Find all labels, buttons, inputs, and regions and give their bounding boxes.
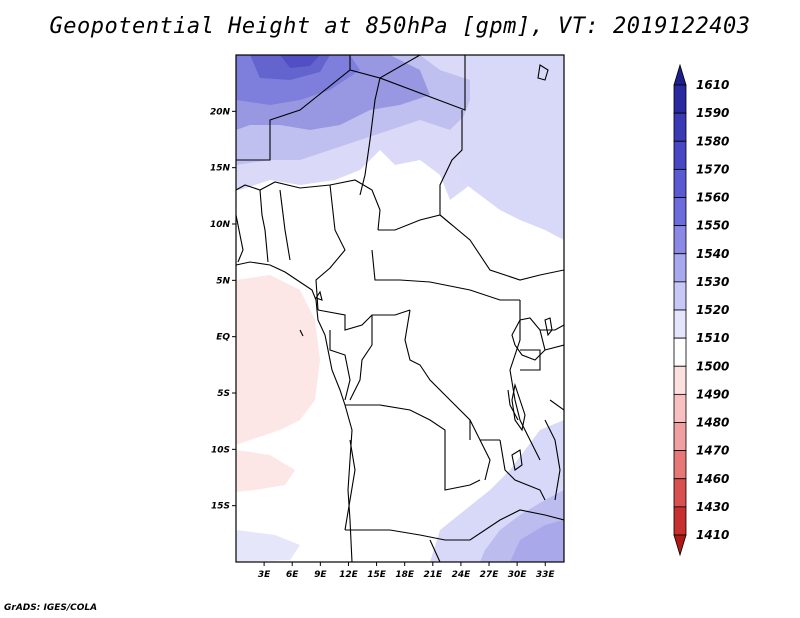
colorbar-label: 1610 — [696, 78, 729, 92]
colorbar-label: 1590 — [696, 106, 729, 120]
colorbar-swatch — [673, 225, 687, 255]
colorbar-label: 1460 — [696, 472, 729, 486]
lon-tick-label: 21E — [423, 570, 443, 580]
colorbar-label: 1520 — [696, 303, 729, 317]
lon-tick-label: 30E — [508, 570, 528, 580]
lon-tick-label: 27E — [480, 570, 500, 580]
lat-tick-label: 5S — [217, 389, 230, 399]
colorbar-label: 1510 — [696, 331, 729, 345]
lat-tick-label: 15S — [211, 502, 230, 512]
colorbar-label: 1470 — [696, 444, 729, 458]
lon-tick-label: 15E — [367, 570, 387, 580]
colorbar-swatch — [673, 534, 687, 557]
lon-tick-label: 9E — [314, 570, 327, 580]
lat-tick-label: 10N — [210, 220, 231, 230]
colorbar-swatch — [673, 253, 687, 283]
colorbar-label: 1570 — [696, 162, 729, 176]
lat-tick-label: 10S — [211, 445, 230, 455]
colorbar-label: 1410 — [696, 528, 729, 542]
colorbar-swatch — [673, 84, 687, 114]
colorbar-swatch — [673, 197, 687, 227]
colorbar-swatch — [673, 393, 687, 423]
colorbar-swatch — [673, 309, 687, 339]
colorbar-label: 1550 — [696, 219, 729, 233]
colorbar-swatch — [673, 506, 687, 536]
map-frame — [235, 54, 565, 563]
colorbar-label: 1580 — [696, 134, 729, 148]
height-field — [236, 55, 564, 562]
page-title: Geopotential Height at 850hPa [gpm], VT:… — [49, 14, 751, 39]
lon-tick-label: 3E — [258, 570, 271, 580]
colorbar-label: 1540 — [696, 247, 729, 261]
colorbar-swatch — [673, 281, 687, 311]
lat-axis: 20N 15N 10N 5N EQ 5S 10S 15S — [210, 107, 236, 512]
colorbar: 1610 1590 1580 1570 1560 1550 1540 1530 1520 1510… — [673, 63, 729, 557]
colorbar-label: 1500 — [696, 359, 729, 373]
lon-tick-label: 33E — [536, 570, 556, 580]
lon-tick-label: 6E — [286, 570, 299, 580]
lon-axis: 3E 6E 9E 12E 15E 18E 21E 24E 27E 30E 33E — [258, 562, 556, 580]
lat-tick-label: EQ — [216, 333, 230, 343]
colorbar-label: 1560 — [696, 191, 729, 205]
colorbar-swatch — [673, 422, 687, 452]
lat-tick-label: 5N — [216, 276, 230, 286]
colorbar-label: 1480 — [696, 416, 729, 430]
lon-tick-label: 12E — [339, 570, 359, 580]
coastlines — [236, 64, 553, 562]
lat-tick-label: 15N — [210, 164, 231, 174]
colorbar-swatch — [673, 337, 687, 367]
footer-credit: GrADS: IGES/COLA — [4, 603, 98, 613]
colorbar-swatch — [673, 140, 687, 170]
lon-tick-label: 24E — [452, 570, 472, 580]
colorbar-swatch — [673, 478, 687, 508]
colorbar-swatch — [673, 365, 687, 395]
colorbar-label: 1530 — [696, 275, 729, 289]
lat-tick-label: 20N — [210, 107, 231, 117]
colorbar-swatch — [673, 112, 687, 142]
colorbar-label: 1490 — [696, 387, 729, 401]
colorbar-swatch — [673, 450, 687, 480]
colorbar-swatch — [673, 63, 687, 86]
country-borders — [236, 55, 564, 562]
colorbar-label: 1430 — [696, 500, 729, 514]
lon-tick-label: 18E — [395, 570, 415, 580]
colorbar-swatch — [673, 168, 687, 198]
